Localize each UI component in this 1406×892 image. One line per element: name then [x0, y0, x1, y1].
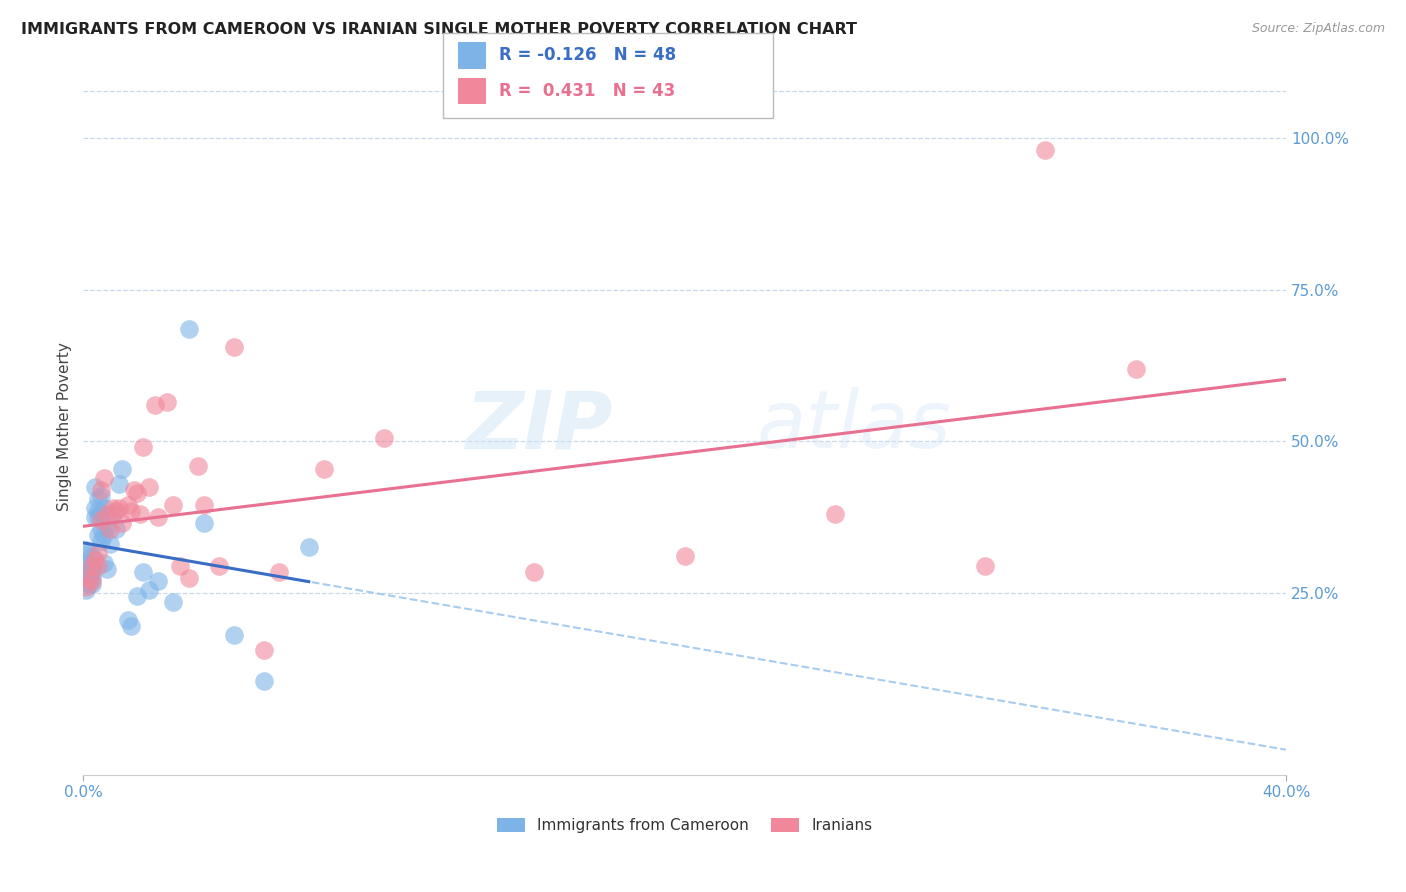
Point: [145, 398, 167, 412]
Point: [79, 558, 101, 573]
Point: [82, 571, 104, 585]
Text: atlas: atlas: [756, 387, 952, 465]
Point: [79, 565, 101, 579]
Point: [523, 565, 546, 579]
Point: [82, 576, 104, 591]
Point: [267, 565, 290, 579]
Point: [117, 613, 139, 627]
Point: [1035, 143, 1057, 157]
Point: [90, 483, 112, 497]
Point: [148, 574, 170, 588]
Point: [156, 395, 179, 409]
Point: [75, 582, 97, 597]
Point: [187, 458, 209, 473]
Point: [108, 500, 131, 515]
Point: [120, 504, 142, 518]
Point: [79, 571, 101, 585]
Point: [75, 543, 97, 558]
Point: [138, 480, 160, 494]
Point: [103, 500, 125, 515]
Point: [148, 510, 170, 524]
Point: [193, 498, 215, 512]
Point: [93, 500, 115, 515]
Point: [82, 565, 104, 579]
Point: [75, 565, 97, 579]
Point: [111, 461, 134, 475]
Y-axis label: Single Mother Poverty: Single Mother Poverty: [58, 342, 72, 510]
Point: [93, 470, 115, 484]
Point: [132, 441, 155, 455]
Point: [132, 565, 155, 579]
Point: [253, 673, 276, 688]
Point: [82, 558, 104, 573]
Point: [298, 541, 321, 555]
Point: [193, 516, 215, 530]
Point: [312, 461, 335, 475]
Point: [75, 574, 97, 588]
Point: [1125, 361, 1147, 376]
Point: [96, 519, 118, 533]
Point: [222, 628, 245, 642]
Point: [84, 480, 107, 494]
Point: [82, 549, 104, 564]
Point: [111, 516, 134, 530]
Point: [169, 558, 191, 573]
Point: [129, 507, 152, 521]
Point: [87, 510, 110, 524]
Point: [105, 522, 128, 536]
Point: [75, 556, 97, 570]
Point: [974, 558, 997, 573]
Text: IMMIGRANTS FROM CAMEROON VS IRANIAN SINGLE MOTHER POVERTY CORRELATION CHART: IMMIGRANTS FROM CAMEROON VS IRANIAN SING…: [21, 22, 858, 37]
Point: [90, 513, 112, 527]
Point: [79, 546, 101, 560]
Point: [207, 558, 229, 573]
Point: [124, 483, 146, 497]
Point: [82, 574, 104, 588]
Point: [108, 476, 131, 491]
Point: [373, 431, 395, 445]
Point: [79, 571, 101, 585]
Point: [162, 595, 184, 609]
Legend: Immigrants from Cameroon, Iranians: Immigrants from Cameroon, Iranians: [496, 818, 872, 833]
Point: [98, 537, 121, 551]
Text: R =  0.431   N = 43: R = 0.431 N = 43: [499, 82, 675, 100]
Point: [84, 500, 107, 515]
Point: [222, 340, 245, 354]
Point: [82, 558, 104, 573]
Point: [90, 489, 112, 503]
Point: [96, 507, 118, 521]
Point: [103, 507, 125, 521]
Point: [87, 528, 110, 542]
Point: [673, 549, 696, 564]
Text: Source: ZipAtlas.com: Source: ZipAtlas.com: [1251, 22, 1385, 36]
Text: ZIP: ZIP: [465, 387, 613, 465]
Point: [127, 589, 149, 603]
Point: [120, 619, 142, 633]
Point: [75, 580, 97, 594]
Point: [93, 528, 115, 542]
Point: [87, 546, 110, 560]
Point: [824, 507, 846, 521]
Point: [177, 322, 200, 336]
Point: [177, 571, 200, 585]
Point: [84, 552, 107, 566]
Point: [90, 522, 112, 536]
Point: [79, 576, 101, 591]
Point: [96, 561, 118, 575]
Point: [105, 504, 128, 518]
Point: [162, 498, 184, 512]
Point: [84, 510, 107, 524]
Point: [127, 485, 149, 500]
Point: [87, 504, 110, 518]
Text: R = -0.126   N = 48: R = -0.126 N = 48: [499, 46, 676, 64]
Point: [87, 558, 110, 573]
Point: [93, 556, 115, 570]
Point: [138, 582, 160, 597]
Point: [87, 491, 110, 506]
Point: [253, 643, 276, 657]
Point: [117, 498, 139, 512]
Point: [90, 534, 112, 549]
Point: [90, 507, 112, 521]
Point: [98, 522, 121, 536]
